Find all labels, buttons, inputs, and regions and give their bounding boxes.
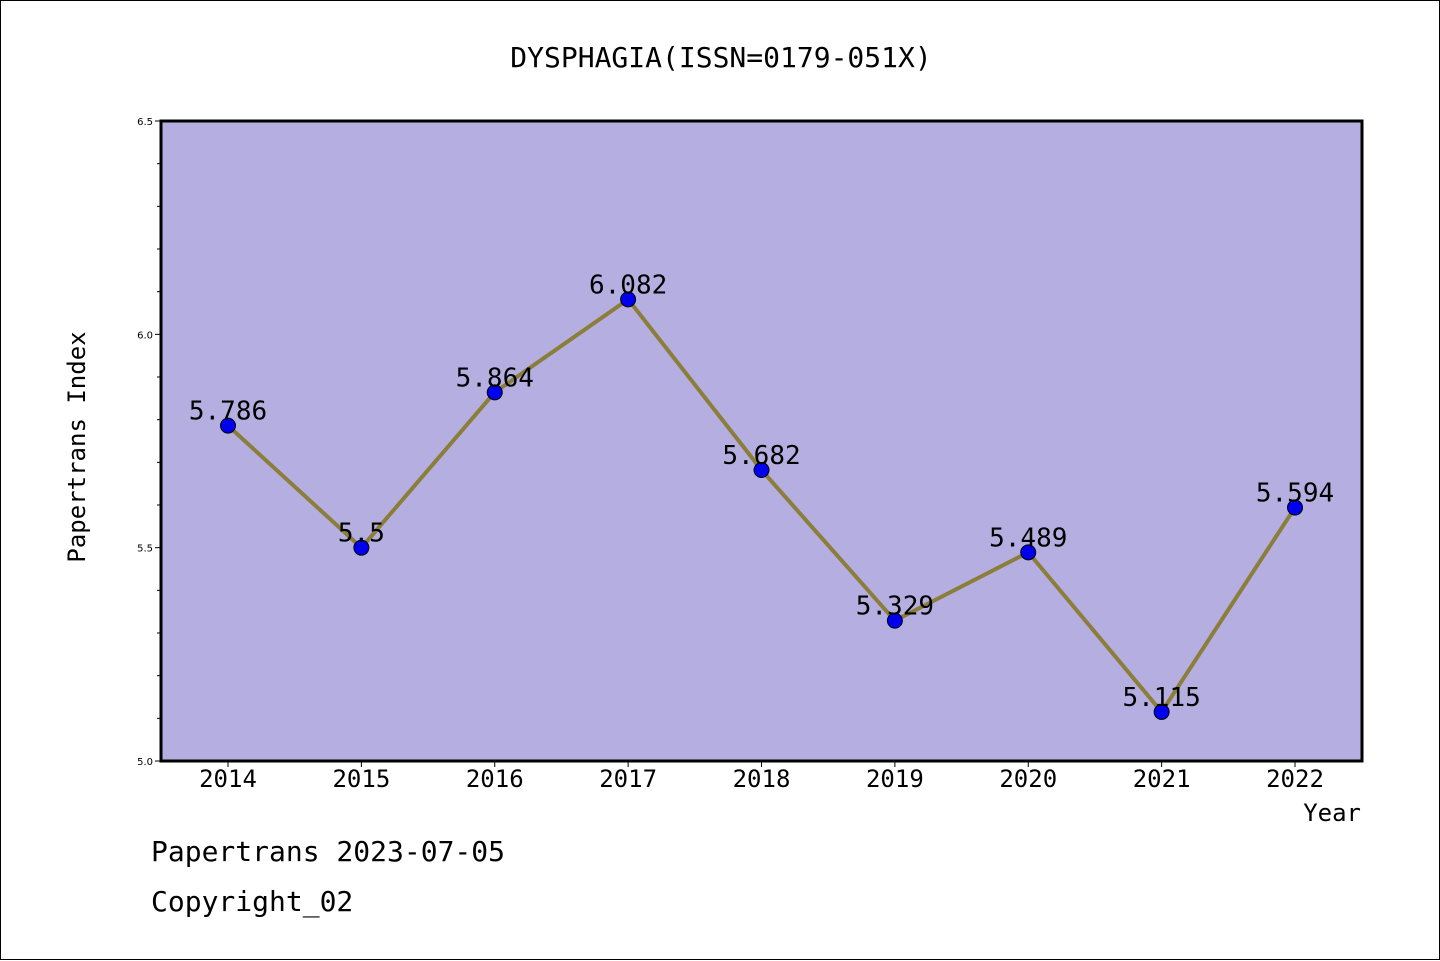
x-tick-label: 2019 xyxy=(866,765,924,793)
data-point xyxy=(1287,499,1303,516)
x-tick-label: 2016 xyxy=(466,765,524,793)
y-tick-label: 6.0 xyxy=(137,330,153,341)
data-label: 5.682 xyxy=(722,441,800,471)
x-tick-label: 2017 xyxy=(599,765,657,793)
data-label: 6.082 xyxy=(589,270,667,300)
y-tick-label: 6.5 xyxy=(137,117,153,128)
data-point xyxy=(486,384,503,401)
x-tick-label: 2022 xyxy=(1266,765,1324,793)
data-labels: 5.786 5.5 5.864 6.082 5.682 5.329 5.489 5.115 5.… xyxy=(189,270,1334,713)
data-point xyxy=(1020,544,1037,561)
x-tick-label: 2021 xyxy=(1133,765,1191,793)
y-tick-label: 5.0 xyxy=(137,757,153,768)
x-tick-label: 2020 xyxy=(999,765,1057,793)
footer-copyright: Copyright_02 xyxy=(151,885,354,918)
x-axis-ticks: 2014 2015 2016 2017 2018 2019 2020 2021 2022 xyxy=(199,761,1324,793)
data-label: 5.786 xyxy=(189,397,267,427)
data-label: 5.329 xyxy=(856,592,934,622)
plot-area xyxy=(159,119,1364,763)
data-points xyxy=(220,291,1303,720)
chart-title: DYSPHAGIA(ISSN=0179-051X) xyxy=(510,41,931,74)
data-point xyxy=(620,291,637,308)
data-label: 5.864 xyxy=(456,363,534,393)
x-axis-label: Year xyxy=(1303,799,1361,827)
data-point xyxy=(1153,703,1170,720)
data-point xyxy=(886,612,903,629)
footer-date: Papertrans 2023-07-05 xyxy=(151,835,506,868)
data-point xyxy=(753,462,770,479)
data-point xyxy=(353,539,370,556)
data-label: 5.489 xyxy=(989,523,1067,553)
x-tick-label: 2015 xyxy=(332,765,390,793)
data-label: 5.5 xyxy=(338,519,385,549)
y-axis-label: Papertrans Index xyxy=(63,331,91,562)
y-axis-ticks: 5.0 5.5 6.0 6.5 xyxy=(137,117,161,768)
x-tick-label: 2014 xyxy=(199,765,257,793)
x-tick-label: 2018 xyxy=(733,765,791,793)
y-tick-label: 5.5 xyxy=(137,544,153,555)
data-point xyxy=(220,417,236,434)
data-label: 5.115 xyxy=(1122,683,1200,713)
y-minor-ticks xyxy=(157,163,161,719)
data-label: 5.594 xyxy=(1256,479,1334,509)
